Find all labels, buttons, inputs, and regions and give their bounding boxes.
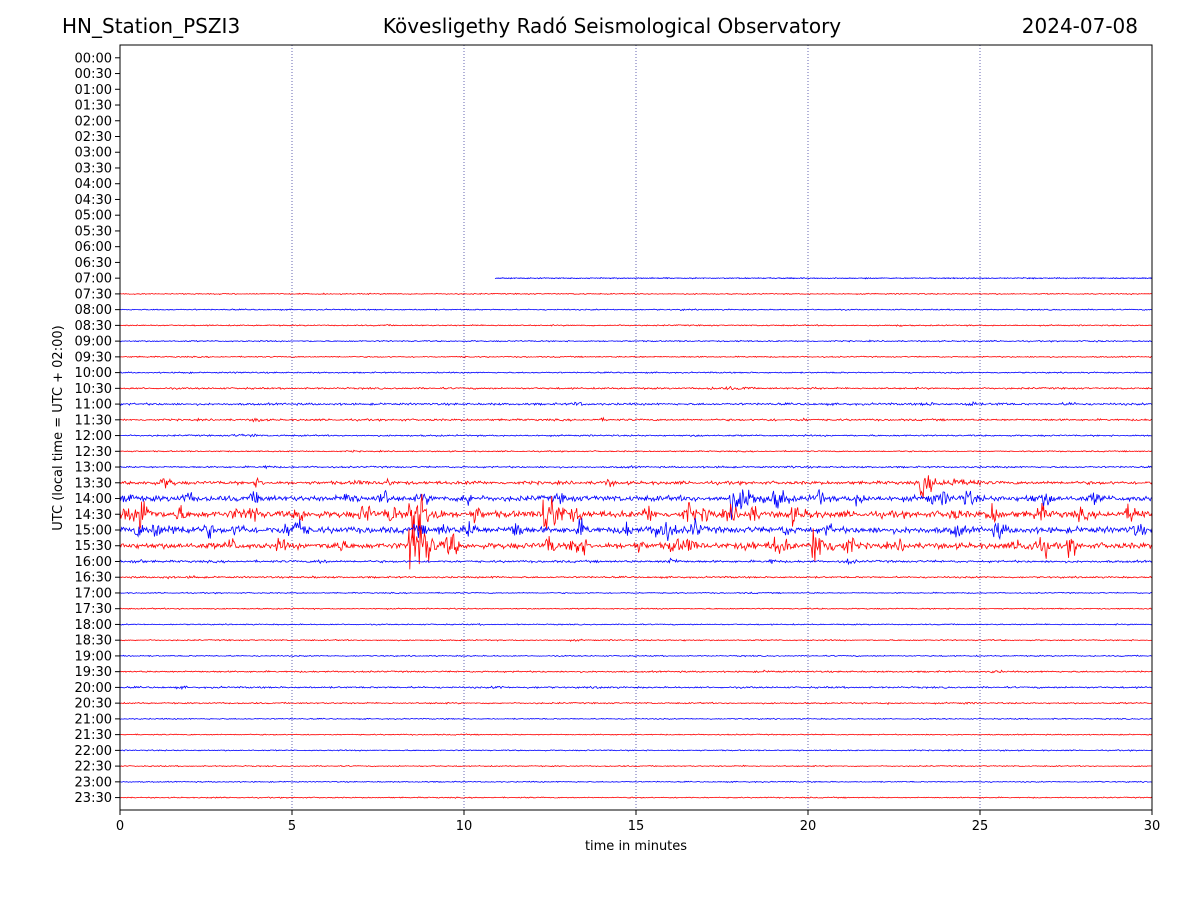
seismic-trace-1400 bbox=[119, 489, 1153, 520]
y-tick-label: 04:00 bbox=[75, 177, 112, 192]
seismic-trace-1030 bbox=[119, 385, 1152, 391]
y-tick-label: 14:30 bbox=[75, 508, 112, 523]
y-tick-label: 15:30 bbox=[75, 539, 112, 554]
y-tick-label: 18:00 bbox=[75, 618, 112, 633]
seismic-trace-2300 bbox=[119, 780, 1153, 784]
seismic-trace-0900 bbox=[119, 339, 1153, 343]
y-tick-label: 22:30 bbox=[75, 760, 112, 775]
chart-title: Kövesligethy Radó Seismological Observat… bbox=[382, 14, 842, 38]
y-tick-label: 08:00 bbox=[75, 303, 112, 318]
y-tick-label: 07:00 bbox=[75, 272, 112, 287]
y-tick-label: 05:30 bbox=[75, 224, 112, 239]
y-tick-label: 04:30 bbox=[75, 193, 112, 208]
seismic-trace-1930 bbox=[119, 669, 1153, 674]
seismic-trace-0700 bbox=[494, 276, 1153, 280]
y-tick-label: 01:00 bbox=[75, 83, 112, 98]
y-tick-label: 10:30 bbox=[75, 382, 112, 397]
seismic-trace-1230 bbox=[120, 449, 1153, 453]
x-axis-label: time in minutes bbox=[585, 839, 687, 854]
y-tick-label: 12:30 bbox=[75, 445, 112, 460]
seismic-trace-1300 bbox=[119, 464, 1153, 470]
y-tick-label: 10:00 bbox=[75, 366, 112, 381]
seismic-trace-1700 bbox=[119, 591, 1153, 595]
seismic-trace-1630 bbox=[119, 574, 1153, 580]
x-axis: 0 5 10 15 20 25 30 bbox=[116, 810, 1160, 834]
gridline-layer bbox=[291, 45, 981, 810]
y-tick-label: 18:30 bbox=[75, 634, 112, 649]
x-tick-label: 20 bbox=[800, 819, 817, 834]
y-tick-label: 23:30 bbox=[75, 791, 112, 806]
y-tick-label: 02:00 bbox=[75, 114, 112, 129]
y-tick-label: 17:30 bbox=[75, 602, 112, 617]
y-tick-label: 11:00 bbox=[75, 398, 112, 413]
y-tick-label: 13:30 bbox=[75, 476, 112, 491]
x-tick-label: 10 bbox=[456, 819, 473, 834]
seismic-trace-2100 bbox=[119, 717, 1153, 721]
y-tick-label: 13:00 bbox=[75, 461, 112, 476]
y-tick-label: 12:00 bbox=[75, 429, 112, 444]
y-tick-label: 20:30 bbox=[75, 697, 112, 712]
y-tick-label: 21:00 bbox=[75, 712, 112, 727]
station-name: HN_Station_PSZI3 bbox=[62, 14, 241, 38]
y-tick-label: 09:00 bbox=[75, 335, 112, 350]
y-axis-label: UTC (local time = UTC + 02:00) bbox=[51, 325, 66, 530]
y-tick-label: 00:30 bbox=[75, 67, 112, 82]
y-tick-label: 05:00 bbox=[75, 209, 112, 224]
seismic-trace-1900 bbox=[119, 654, 1153, 658]
y-tick-label: 09:30 bbox=[75, 350, 112, 365]
seismic-trace-1100 bbox=[119, 401, 1153, 407]
y-tick-label: 17:00 bbox=[75, 586, 112, 601]
x-tick-label: 0 bbox=[116, 819, 124, 834]
y-tick-label: 08:30 bbox=[75, 319, 112, 334]
y-tick-label: 07:30 bbox=[75, 287, 112, 302]
seismic-trace-2330 bbox=[119, 796, 1153, 799]
x-tick-label: 25 bbox=[972, 819, 989, 834]
x-tick-label: 15 bbox=[628, 819, 645, 834]
y-tick-label: 06:30 bbox=[75, 256, 112, 271]
seismic-trace-1330 bbox=[119, 475, 1153, 499]
y-tick-label: 03:30 bbox=[75, 161, 112, 176]
y-tick-label: 03:00 bbox=[75, 146, 112, 161]
y-tick-label: 23:00 bbox=[75, 775, 112, 790]
seismic-trace-2130 bbox=[119, 733, 1153, 736]
y-tick-label: 20:00 bbox=[75, 681, 112, 696]
y-tick-label: 19:30 bbox=[75, 665, 112, 680]
y-tick-label: 19:00 bbox=[75, 649, 112, 664]
x-tick-label: 5 bbox=[288, 819, 296, 834]
y-tick-label: 15:00 bbox=[75, 524, 112, 539]
y-tick-label: 14:00 bbox=[75, 492, 112, 507]
y-tick-label: 06:00 bbox=[75, 240, 112, 255]
date-label: 2024-07-08 bbox=[1021, 14, 1138, 38]
seismic-trace-0830 bbox=[119, 323, 1153, 328]
y-tick-label: 16:30 bbox=[75, 571, 112, 586]
y-axis: 00:0000:3001:0001:3002:0002:3003:0003:30… bbox=[75, 51, 120, 806]
y-tick-label: 21:30 bbox=[75, 728, 112, 743]
y-tick-label: 01:30 bbox=[75, 99, 112, 114]
seismic-trace-1530 bbox=[119, 526, 1153, 570]
seismic-trace-1130 bbox=[119, 416, 1153, 423]
y-tick-label: 22:00 bbox=[75, 744, 112, 759]
x-tick-label: 30 bbox=[1144, 819, 1161, 834]
y-tick-label: 16:00 bbox=[75, 555, 112, 570]
y-tick-label: 11:30 bbox=[75, 413, 112, 428]
y-tick-label: 00:00 bbox=[75, 51, 112, 66]
y-tick-label: 02:30 bbox=[75, 130, 112, 145]
